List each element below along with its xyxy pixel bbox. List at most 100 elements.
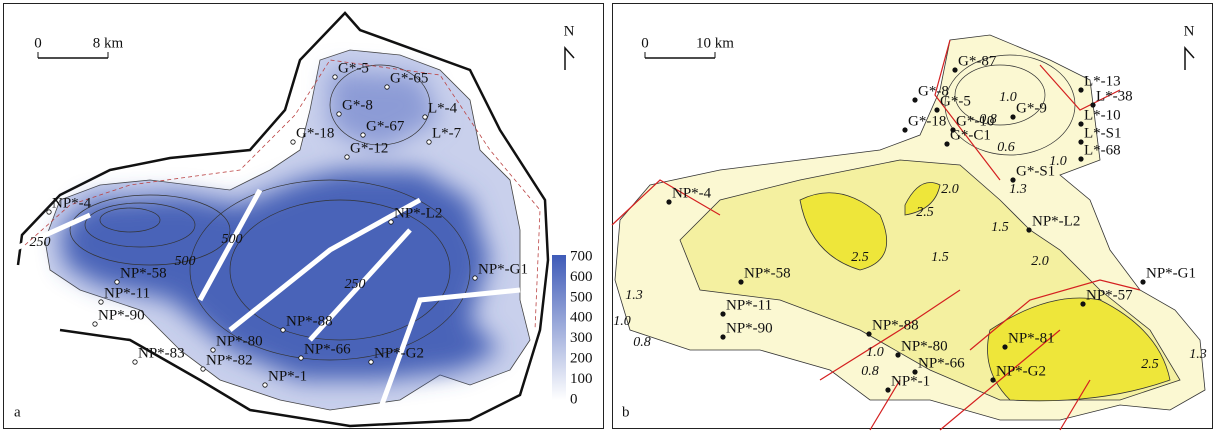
well-label: NP*-80 [901, 338, 948, 354]
well-label: G*-C1 [950, 127, 991, 143]
well-dot [423, 115, 427, 119]
well-dot [337, 112, 341, 116]
colorbar-label: 700 [570, 248, 593, 264]
well-label: NP*-90 [726, 320, 773, 336]
colorbar-label: 200 [570, 351, 593, 367]
scale-length: 8 km [93, 35, 124, 51]
well-dot [721, 335, 725, 339]
well-dot [133, 360, 137, 364]
well-label: L*-S1 [1084, 125, 1122, 141]
well-dot [299, 356, 303, 360]
well-label: NP*-81 [1008, 330, 1055, 346]
well-dot [389, 220, 393, 224]
contour-label: 2.5 [1141, 357, 1159, 372]
well-label: NP*-82 [206, 352, 253, 368]
contour-label: 0.8 [861, 364, 879, 379]
well-dot [333, 75, 337, 79]
north-label: N [1184, 23, 1195, 39]
well-label: L*-38 [1096, 88, 1133, 104]
colorbar-label: 500 [570, 289, 593, 305]
well-dot [427, 140, 431, 144]
well-dot [721, 312, 725, 316]
north-label: N [564, 23, 575, 39]
well-dot [1003, 345, 1007, 349]
well-dot [47, 210, 51, 214]
well-dot [473, 276, 477, 280]
well-label: G*-9 [1016, 100, 1047, 116]
well-dot [281, 328, 285, 332]
well-dot [935, 108, 939, 112]
well-label: NP*-66 [918, 355, 965, 371]
well-label: NP*-58 [120, 265, 167, 281]
well-dot [385, 85, 389, 89]
contour-label: 1.0 [613, 314, 631, 329]
well-label: NP*-57 [1086, 287, 1133, 303]
well-label: L*-10 [1084, 107, 1121, 123]
contour-label: 500 [222, 232, 243, 247]
contour-label: 0.8 [633, 335, 651, 350]
well-label: NP*-83 [138, 345, 185, 361]
well-dot [945, 142, 949, 146]
contour-label: 0.8 [979, 112, 997, 127]
well-label: NP*-1 [891, 373, 930, 389]
well-dot [1141, 280, 1145, 284]
well-dot [361, 133, 365, 137]
well-label: G*-18 [908, 113, 946, 129]
colorbar-label: 300 [570, 330, 593, 346]
contour-label: 1.0 [999, 90, 1017, 105]
well-label: NP*-11 [726, 297, 772, 313]
well-dot [1079, 88, 1083, 92]
contour-label: 2.0 [1031, 254, 1049, 269]
well-dot [953, 68, 957, 72]
well-label: G*-5 [940, 93, 971, 109]
contour-label: 2.0 [941, 182, 959, 197]
well-dot [201, 367, 205, 371]
well-label: NP*-11 [104, 285, 150, 301]
well-dot [99, 300, 103, 304]
well-dot [1079, 157, 1083, 161]
colorbar-label: 100 [570, 371, 593, 387]
contour-label: 2.5 [851, 250, 869, 265]
well-label: L*-4 [428, 100, 458, 116]
well-label: NP*-G1 [1146, 265, 1196, 281]
well-dot [1027, 228, 1031, 232]
well-dot [115, 280, 119, 284]
well-dot [291, 140, 295, 144]
figure: a b 0 8 km 0 10 km N N G*-5G*-65G*-8L*-4… [0, 0, 1216, 432]
well-label: G*-5 [338, 60, 369, 76]
well-label: G*-12 [350, 140, 388, 156]
contour-label: 1.0 [866, 345, 884, 360]
contour-label: 250 [30, 235, 51, 250]
well-dot [369, 360, 373, 364]
well-dot [886, 388, 890, 392]
well-label: NP*-G2 [996, 363, 1046, 379]
well-dot [667, 200, 671, 204]
well-dot [896, 353, 900, 357]
well-label: NP*-66 [304, 341, 351, 357]
well-dot [93, 322, 97, 326]
colorbar-label: 600 [570, 269, 593, 285]
well-label: NP*-4 [672, 185, 712, 201]
colorbar [552, 255, 566, 400]
colorbar-label: 400 [570, 310, 593, 326]
colorbar-label: 0 [570, 391, 578, 407]
well-label: G*-65 [390, 70, 428, 86]
well-dot [263, 383, 267, 387]
well-label: G*-8 [342, 97, 373, 113]
well-dot [867, 332, 871, 336]
well-label: L*-13 [1084, 73, 1121, 89]
well-label: G*-67 [366, 118, 405, 134]
well-label: NP*-L2 [1032, 213, 1080, 229]
well-label: NP*-90 [98, 307, 145, 323]
well-label: NP*-G2 [374, 345, 424, 361]
panel-letter: a [14, 404, 21, 420]
well-label: NP*-1 [268, 368, 307, 384]
well-dot [1081, 302, 1085, 306]
scale-zero: 0 [641, 35, 649, 51]
well-label: NP*-L2 [394, 205, 442, 221]
scale-length: 10 km [696, 35, 734, 51]
well-dot [1011, 115, 1015, 119]
contour-label: 250 [345, 277, 366, 292]
well-label: NP*-G1 [478, 261, 528, 277]
scale-zero: 0 [34, 35, 42, 51]
